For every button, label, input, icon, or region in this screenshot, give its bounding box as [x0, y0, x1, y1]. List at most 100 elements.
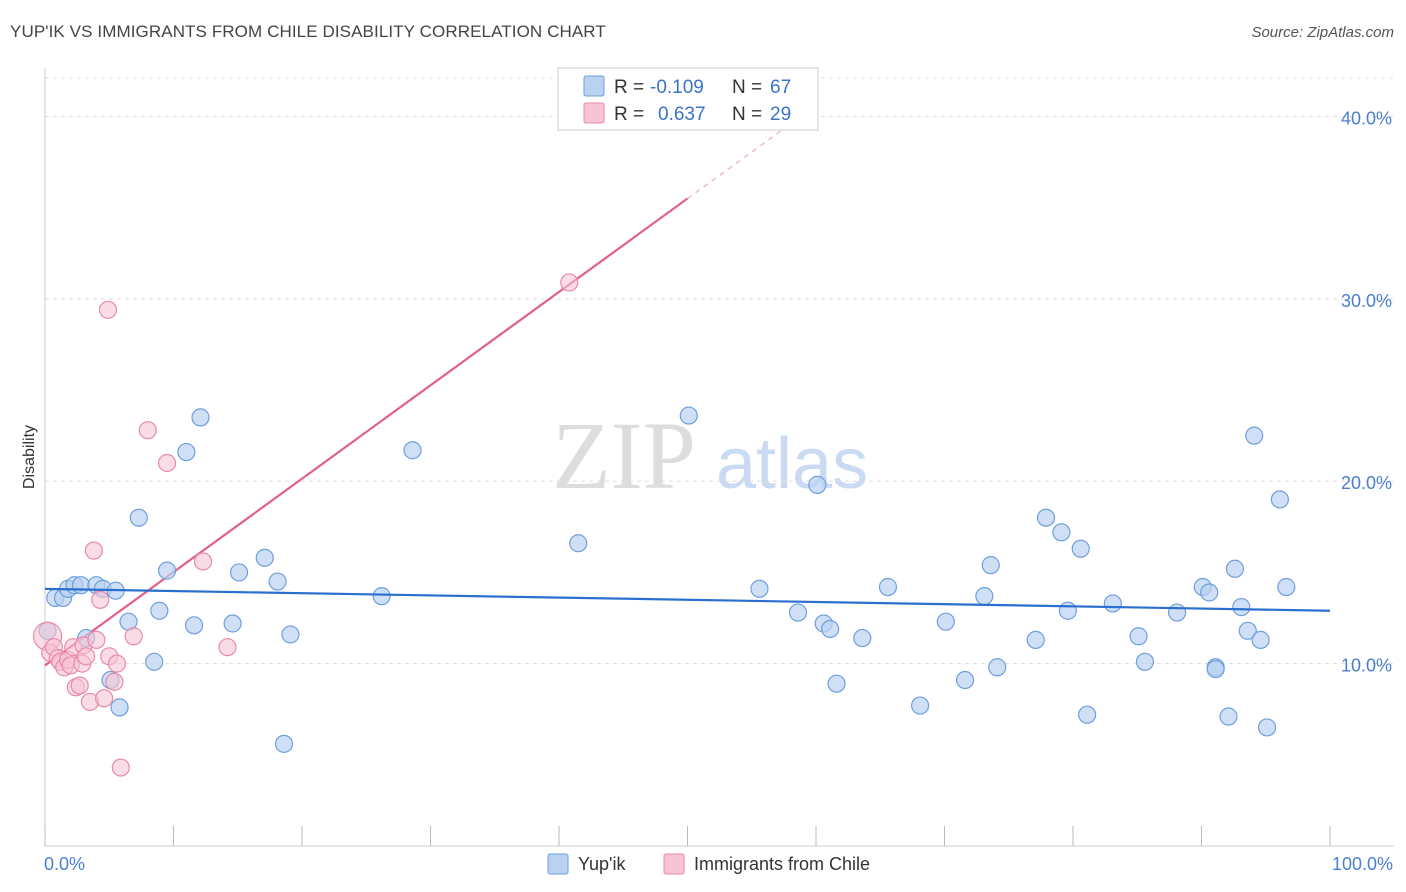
source-label: Source: ZipAtlas.com [1251, 24, 1394, 41]
x-tick-label-min: 0.0% [44, 854, 85, 874]
bottom-legend-label-yupik: Yup'ik [578, 854, 626, 874]
chile-point-17 [91, 590, 110, 609]
chile-point-23 [111, 758, 130, 777]
legend-r-value-yupik: -0.109 [650, 77, 704, 98]
legend-r-label-chile: R = [614, 104, 644, 125]
bottom-legend-swatch-yupik [547, 853, 569, 875]
yupik-point-26 [372, 587, 391, 606]
yupik-point-36 [853, 628, 872, 648]
yupik-point-46 [1052, 523, 1071, 542]
yupik-point-13 [129, 508, 148, 527]
yupik-point-19 [191, 408, 210, 427]
yupik-point-63 [1251, 630, 1270, 650]
yupik-point-11 [110, 698, 129, 717]
chile-point-10 [70, 676, 89, 695]
chile-point-16 [87, 630, 106, 650]
x-tick-label-max: 100.0% [1332, 854, 1393, 874]
chile-point-29 [560, 273, 579, 292]
chile-point-13 [77, 647, 96, 666]
chile-point-22 [107, 654, 127, 673]
yupik-point-29 [679, 406, 698, 425]
yupik-point-28 [569, 534, 588, 553]
yupik-point-52 [1135, 652, 1155, 671]
yupik-point-17 [177, 442, 196, 462]
yupik-point-53 [1167, 603, 1187, 622]
bottom-legend-label-chile: Immigrants from Chile [694, 854, 870, 874]
chile-point-19 [98, 300, 118, 319]
chile-point-21 [105, 672, 124, 691]
yupik-point-60 [1232, 597, 1251, 617]
yupik-point-24 [274, 734, 294, 753]
legend-swatch-yupik [583, 75, 605, 97]
yupik-point-41 [975, 587, 994, 606]
yupik-point-55 [1200, 583, 1219, 602]
yupik-trend-line [44, 587, 1331, 612]
yupik-point-25 [281, 625, 300, 644]
yupik-point-45 [1036, 508, 1056, 527]
chile-point-24 [124, 627, 143, 646]
yupik-point-51 [1129, 627, 1148, 646]
yupik-point-5 [71, 576, 91, 595]
bottom-legend-swatch-chile [663, 853, 685, 875]
chile-point-28 [218, 638, 237, 657]
legend-n-value-yupik: 67 [770, 77, 791, 98]
watermark-atlas: atlas [716, 424, 868, 504]
yupik-point-21 [229, 563, 249, 582]
yupik-point-42 [981, 556, 1000, 575]
legend-r-label-yupik: R = [614, 77, 644, 98]
chile-trend-group [44, 104, 817, 667]
yupik-point-48 [1071, 539, 1090, 558]
top-legend: R = -0.109 N = 67 R = 0.637 N = 29 [557, 67, 819, 131]
yupik-point-23 [268, 572, 287, 591]
y-tick-label-10: 10.0% [1341, 656, 1392, 676]
yupik-point-59 [1225, 559, 1245, 578]
legend-n-label-yupik: N = [732, 77, 762, 98]
chile-point-26 [157, 453, 177, 473]
yupik-point-20 [223, 614, 242, 633]
yupik-point-58 [1219, 707, 1238, 726]
yupik-point-44 [1026, 630, 1045, 650]
yupik-point-31 [788, 603, 808, 622]
y-tick-label-40: 40.0% [1341, 108, 1392, 128]
yupik-point-32 [808, 475, 827, 494]
yupik-trend-group [44, 587, 1331, 612]
yupik-point-27 [403, 441, 422, 460]
legend-r-value-chile: 0.637 [658, 104, 706, 125]
chile-trend-line [44, 197, 689, 667]
yupik-point-34 [821, 619, 840, 639]
yupik-point-30 [750, 579, 769, 598]
yupik-point-40 [955, 670, 975, 690]
yupik-point-62 [1245, 426, 1264, 445]
legend-n-value-chile: 29 [770, 104, 791, 125]
watermark-zip: ZIP [552, 402, 696, 509]
yupik-point-61 [1238, 621, 1257, 640]
yupik-point-43 [988, 658, 1007, 677]
yupik-point-49 [1078, 705, 1097, 724]
legend-swatch-chile [583, 102, 605, 124]
chile-point-27 [193, 552, 213, 571]
yupik-point-50 [1103, 594, 1122, 613]
chile-point-18 [95, 689, 114, 708]
yupik-point-14 [145, 652, 164, 671]
yupik-point-35 [827, 674, 846, 693]
tick-labels: 10.0% 20.0% 30.0% 40.0% 0.0% 100.0% [44, 108, 1393, 874]
chile-point-25 [138, 421, 157, 440]
yupik-point-66 [1277, 577, 1296, 597]
yupik-point-16 [157, 561, 177, 580]
y-axis-label: Disability [21, 425, 38, 489]
yupik-point-37 [878, 577, 898, 597]
yupik-point-39 [936, 612, 955, 631]
yupik-point-57 [1206, 659, 1225, 679]
bottom-legend: Yup'ik Immigrants from Chile [547, 853, 870, 875]
y-tick-label-20: 20.0% [1341, 473, 1392, 493]
chart-title: YUP'IK VS IMMIGRANTS FROM CHILE DISABILI… [10, 22, 606, 41]
yupik-point-38 [910, 696, 930, 715]
y-tick-label-30: 30.0% [1341, 291, 1392, 311]
yupik-point-47 [1058, 601, 1077, 620]
axes [44, 68, 1394, 847]
yupik-point-18 [184, 616, 204, 635]
yupik-point-65 [1270, 490, 1289, 509]
chile-point-15 [84, 541, 103, 560]
points-group [32, 273, 1296, 777]
